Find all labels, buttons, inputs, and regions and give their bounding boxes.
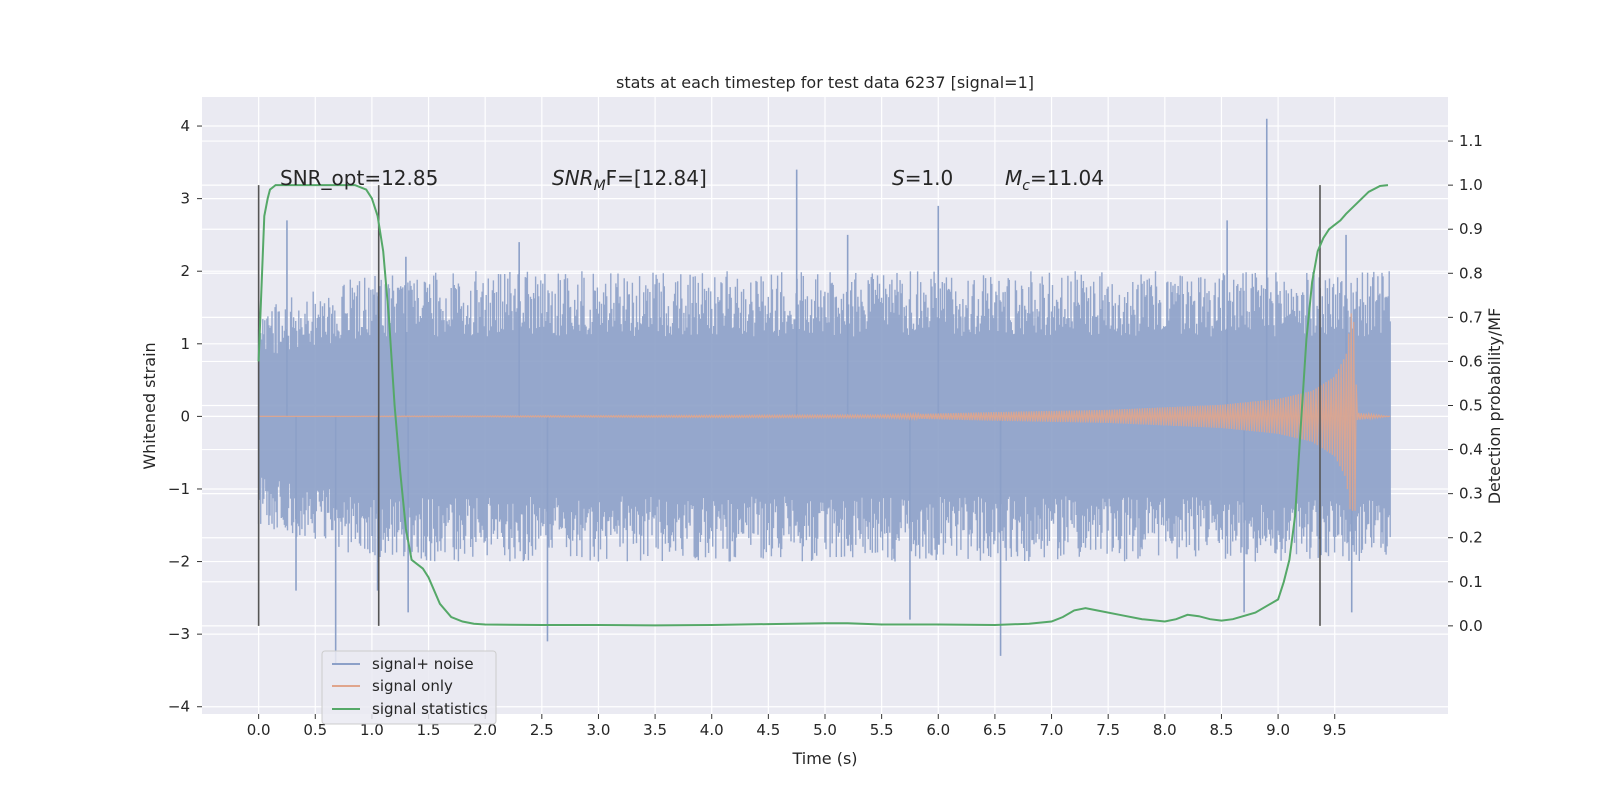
s-suffix: =1.0 — [905, 166, 954, 190]
y-tick-label: 3 — [180, 190, 190, 208]
x-tick-label: 6.0 — [926, 721, 950, 739]
y-tick-label: 0 — [180, 407, 190, 425]
x-tick-label: 4.0 — [700, 721, 724, 739]
y-tick-label: −3 — [168, 625, 190, 643]
x-tick-label: 1.0 — [360, 721, 384, 739]
legend-box — [321, 650, 497, 725]
snr-mf-prefix: SNR — [552, 166, 594, 190]
y-tick-label: −2 — [168, 553, 190, 571]
right-y-tick-label: 0.4 — [1459, 441, 1483, 459]
series-signal-statistics — [257, 184, 1389, 627]
mc-annotation: Mc=11.04 — [1005, 166, 1104, 194]
legend-label-signal-noise: signal+ noise — [372, 655, 474, 673]
statistics-line — [257, 184, 1389, 627]
s-annotation: S=1.0 — [892, 166, 953, 190]
x-tick-label: 2.0 — [473, 721, 497, 739]
right-y-tick-label: 0.5 — [1459, 397, 1483, 415]
right-y-tick-label: 0.8 — [1459, 264, 1483, 282]
x-tick-label: 4.5 — [756, 721, 780, 739]
x-tick-label: 0.0 — [247, 721, 271, 739]
x-tick-label: 7.0 — [1040, 721, 1064, 739]
snr-mf-subscript: M — [594, 178, 606, 194]
chart-title: stats at each timestep for test data 623… — [616, 73, 1034, 92]
right-y-tick-label: 0.6 — [1459, 352, 1483, 370]
legend-label-signal-statistics: signal statistics — [372, 700, 488, 718]
series-signal-noise — [257, 118, 1391, 664]
x-tick-label: 5.0 — [813, 721, 837, 739]
y-tick-label: 1 — [180, 335, 190, 353]
mc-suffix: =11.04 — [1030, 166, 1104, 190]
y-tick-label: −1 — [168, 480, 190, 498]
right-y-tick-labels: 1.1 1.0 0.9 0.8 0.7 0.6 0.5 0.4 0.3 0.2 0.1 0.0 — [1448, 132, 1483, 635]
x-tick-label: 8.0 — [1153, 721, 1177, 739]
right-y-tick-label: 0.7 — [1459, 308, 1483, 326]
y-tick-label: −4 — [168, 698, 190, 716]
right-y-tick-label: 0.9 — [1459, 220, 1483, 238]
x-tick-label: 3.5 — [643, 721, 667, 739]
x-tick-label: 6.5 — [983, 721, 1007, 739]
y-axis-label: Whitened strain — [140, 342, 159, 469]
snr-mf-annotation: SNRMF=[12.84] — [552, 166, 707, 194]
mc-subscript: c — [1022, 178, 1030, 194]
x-tick-label: 5.5 — [870, 721, 894, 739]
series-signal-only — [258, 313, 1391, 511]
x-axis-label: Time (s) — [791, 749, 857, 768]
right-y-tick-label: 0.0 — [1459, 617, 1483, 635]
right-y-tick-label: 0.3 — [1459, 485, 1483, 503]
right-y-tick-label: 1.1 — [1459, 132, 1483, 150]
x-tick-label: 9.0 — [1266, 721, 1290, 739]
x-tick-labels: 0.0 0.5 1.0 1.5 2.0 2.5 3.0 3.5 4.0 4.5 5.0 5.5 6.0 6… — [247, 714, 1347, 739]
signal-trace — [258, 313, 1391, 511]
x-tick-label: 8.5 — [1210, 721, 1234, 739]
y-tick-label: 4 — [180, 117, 190, 135]
legend: signal+ noise signal only signal statist… — [321, 650, 497, 725]
right-y-tick-label: 1.0 — [1459, 176, 1483, 194]
s-prefix: S — [892, 166, 905, 190]
x-tick-label: 0.5 — [303, 721, 327, 739]
right-y-axis-label: Detection probability/MF — [1485, 308, 1504, 505]
right-y-tick-label: 0.2 — [1459, 529, 1483, 547]
snr-opt-annotation: SNR_opt=12.85 — [280, 166, 438, 190]
x-tick-label: 7.5 — [1096, 721, 1120, 739]
x-tick-label: 2.5 — [530, 721, 554, 739]
x-tick-label: 3.0 — [587, 721, 611, 739]
legend-label-signal-only: signal only — [372, 677, 453, 695]
x-tick-label: 1.5 — [417, 721, 441, 739]
x-tick-label: 9.5 — [1323, 721, 1347, 739]
right-y-tick-label: 0.1 — [1459, 573, 1483, 591]
vertical-markers — [257, 185, 1321, 626]
y-tick-labels: 4 3 2 1 0 −1 −2 −3 −4 — [168, 117, 202, 716]
mc-prefix: M — [1005, 166, 1022, 190]
y-tick-label: 2 — [180, 262, 190, 280]
snr-mf-suffix: F=[12.84] — [606, 166, 707, 190]
